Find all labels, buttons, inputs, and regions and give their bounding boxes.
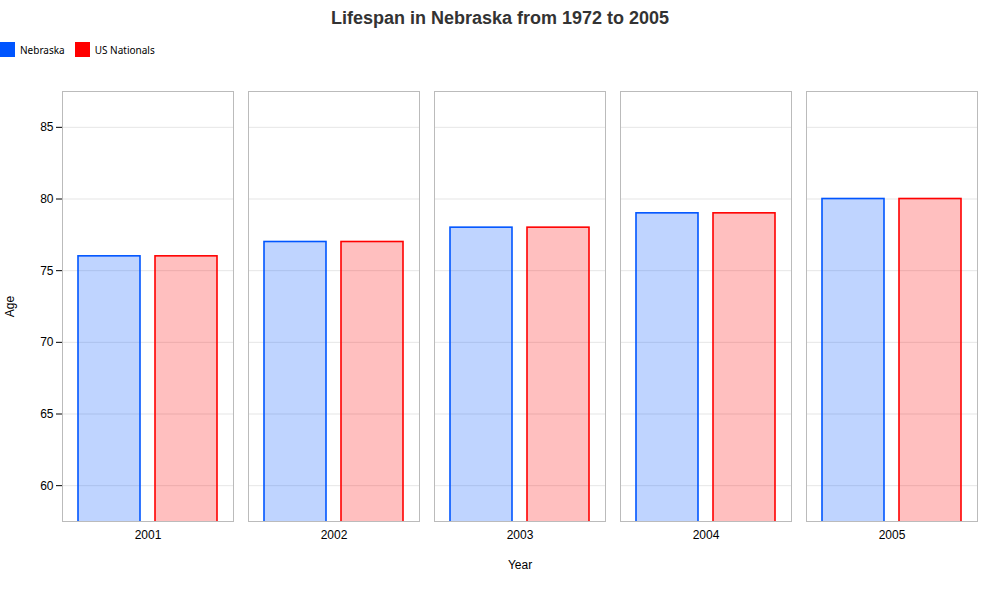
html-text:Lifespan in Nebraska from 1972: Lifespan in Nebraska from 1972 to 2005 xyxy=(330,8,670,28)
svg-text:85: 85 xyxy=(40,120,54,134)
svg-text:2002: 2002 xyxy=(321,528,348,542)
svg-text:75: 75 xyxy=(40,264,54,278)
html-text:US Nationals: US Nationals xyxy=(94,42,155,57)
svg-text:Year: Year xyxy=(508,558,532,572)
html-text:Nebraska: Nebraska xyxy=(20,42,65,57)
svg-text:80: 80 xyxy=(40,192,54,206)
svg-text:2005: 2005 xyxy=(879,528,906,542)
svg-text:2001: 2001 xyxy=(135,528,162,542)
svg-text:2004: 2004 xyxy=(693,528,720,542)
svg-text:65: 65 xyxy=(40,407,54,421)
svg-text:Age: Age xyxy=(3,296,17,318)
svg-text:60: 60 xyxy=(40,479,54,493)
svg-text:2003: 2003 xyxy=(507,528,534,542)
svg-text:70: 70 xyxy=(40,335,54,349)
